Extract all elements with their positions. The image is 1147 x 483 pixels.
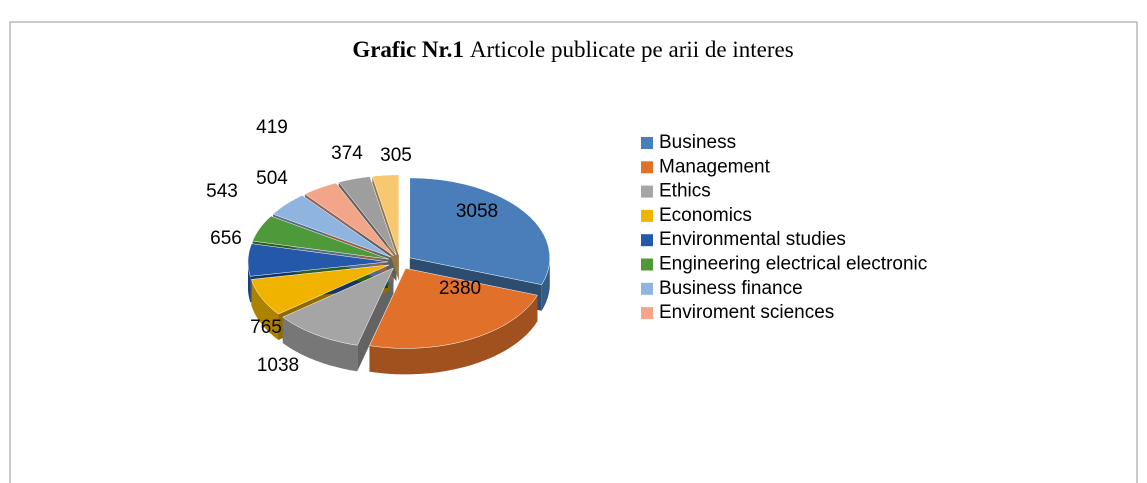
legend-label: Economics <box>659 205 752 226</box>
legend-swatch <box>641 234 653 247</box>
legend-label: Enviroment sciences <box>659 302 834 323</box>
legend-swatch <box>641 137 653 149</box>
slice <box>409 177 551 285</box>
slice <box>251 264 390 315</box>
slice <box>304 182 394 257</box>
data-label: 765 <box>250 317 282 338</box>
legend-swatch <box>641 185 653 198</box>
title-label: Grafic Nr.1 <box>352 37 464 62</box>
legend-label: Engineering electrical electronic <box>659 254 927 275</box>
data-label: 374 <box>331 143 363 164</box>
data-label: 2380 <box>439 278 481 299</box>
legend-label: Environmental studies <box>659 229 846 250</box>
slice-side <box>248 261 251 303</box>
slice <box>338 176 397 256</box>
slice <box>282 267 394 346</box>
legend-swatch <box>641 161 653 174</box>
legend-label: Management <box>659 156 771 177</box>
data-label: 504 <box>256 168 288 189</box>
legend-label: Ethics <box>659 181 711 202</box>
slice <box>252 215 390 260</box>
title-text: Articole publicate pe arii de interes <box>470 37 794 62</box>
data-label: 543 <box>206 181 238 202</box>
slice-side <box>282 317 358 372</box>
slice <box>369 268 538 349</box>
slice-side <box>251 279 279 340</box>
data-label: 305 <box>380 145 412 166</box>
slice <box>371 174 400 255</box>
slice <box>272 195 392 258</box>
chart-title: Grafic Nr.1 Articole publicate pe arii de… <box>352 37 793 62</box>
legend-swatch <box>641 258 653 271</box>
data-label: 3058 <box>456 201 498 222</box>
data-label: 419 <box>256 117 288 138</box>
pie: 3058 2380 1038 765 656 543 504 419 374 305 <box>206 117 551 376</box>
slice-side <box>369 295 538 375</box>
slice-side <box>541 257 550 311</box>
legend-swatch <box>641 282 653 295</box>
legend-label: Business <box>659 132 736 153</box>
data-label: 1038 <box>257 355 299 376</box>
data-label: 656 <box>210 228 242 249</box>
legend-swatch <box>641 209 653 222</box>
chart-frame <box>9 21 1138 483</box>
slice <box>247 243 389 277</box>
legend-swatch <box>641 307 653 320</box>
legend-label: Business finance <box>659 278 803 299</box>
